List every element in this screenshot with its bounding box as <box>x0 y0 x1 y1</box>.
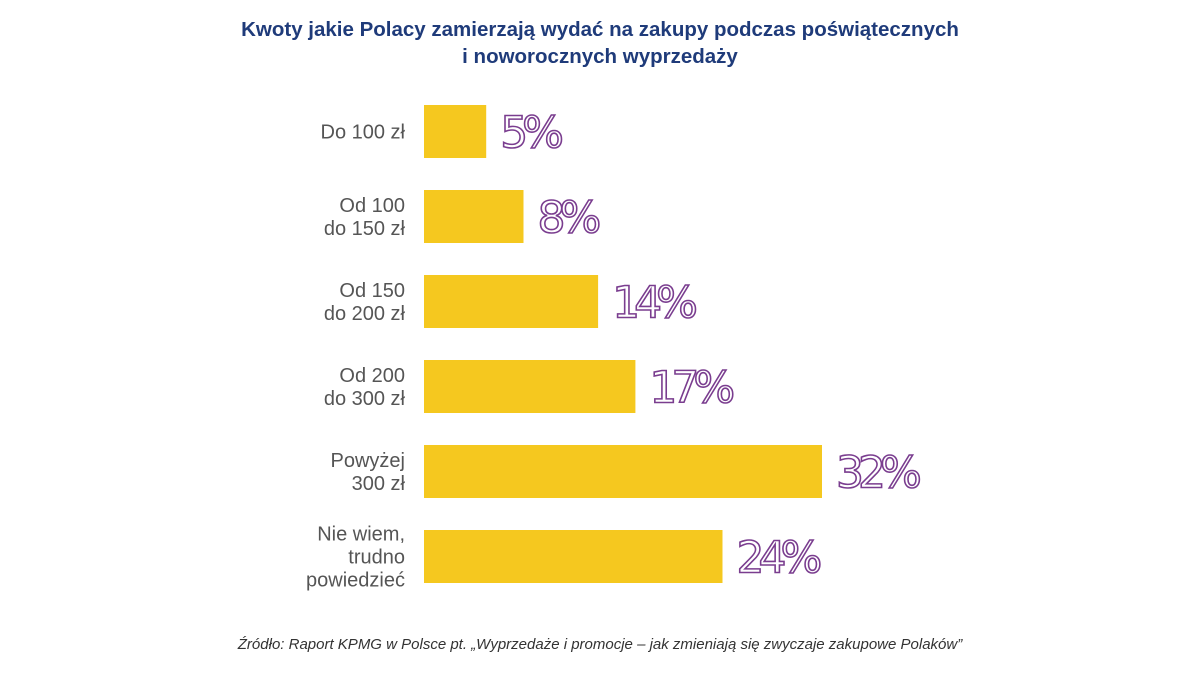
category-label-4: Powyżej 300 zł <box>331 450 406 495</box>
value-label-2: 14% <box>612 278 696 329</box>
chart-title: Kwoty jakie Polacy zamierzają wydać na z… <box>0 16 1200 70</box>
category-label-0: Do 100 zł <box>321 122 406 144</box>
chart-title-line-2: i noworocznych wyprzedaży <box>462 45 738 68</box>
category-label-3: Od 200 do 300 zł <box>324 365 406 410</box>
category-label-5-line-1: trudno <box>348 547 405 569</box>
bar-0 <box>424 105 487 158</box>
value-label-1: 8% <box>538 193 600 244</box>
source-note: Źródło: Raport KPMG w Polsce pt. „Wyprze… <box>237 636 963 653</box>
category-label-2: Od 150 do 200 zł <box>324 280 406 325</box>
category-label-5-line-0: Nie wiem, <box>317 524 405 546</box>
category-label-5-line-2: powiedzieć <box>306 570 405 592</box>
category-label-1: Od 100 do 150 zł <box>324 195 406 240</box>
bar-4 <box>424 445 822 498</box>
value-label-0: 5% <box>500 108 562 159</box>
bar-3 <box>424 360 636 413</box>
value-label-5: 24% <box>737 533 821 584</box>
category-label-3-line-0: Od 200 <box>339 365 405 387</box>
category-label-3-line-1: do 300 zł <box>324 388 406 410</box>
category-label-4-line-1: 300 zł <box>352 473 406 495</box>
category-label-1-line-0: Od 100 <box>339 195 405 217</box>
category-label-0-line-0: Do 100 zł <box>321 122 406 144</box>
category-label-2-line-1: do 200 zł <box>324 303 406 325</box>
category-label-2-line-0: Od 150 <box>339 280 405 302</box>
category-label-5: Nie wiem, trudno powiedzieć <box>306 524 405 592</box>
bar-2 <box>424 275 599 328</box>
bar-1 <box>424 190 524 243</box>
category-label-1-line-1: do 150 zł <box>324 218 406 240</box>
chart-title-line-1: Kwoty jakie Polacy zamierzają wydać na z… <box>241 18 959 41</box>
bar-5 <box>424 530 723 583</box>
value-label-3: 17% <box>649 363 733 414</box>
value-label-4: 32% <box>836 448 920 499</box>
category-label-4-line-0: Powyżej <box>331 450 405 472</box>
